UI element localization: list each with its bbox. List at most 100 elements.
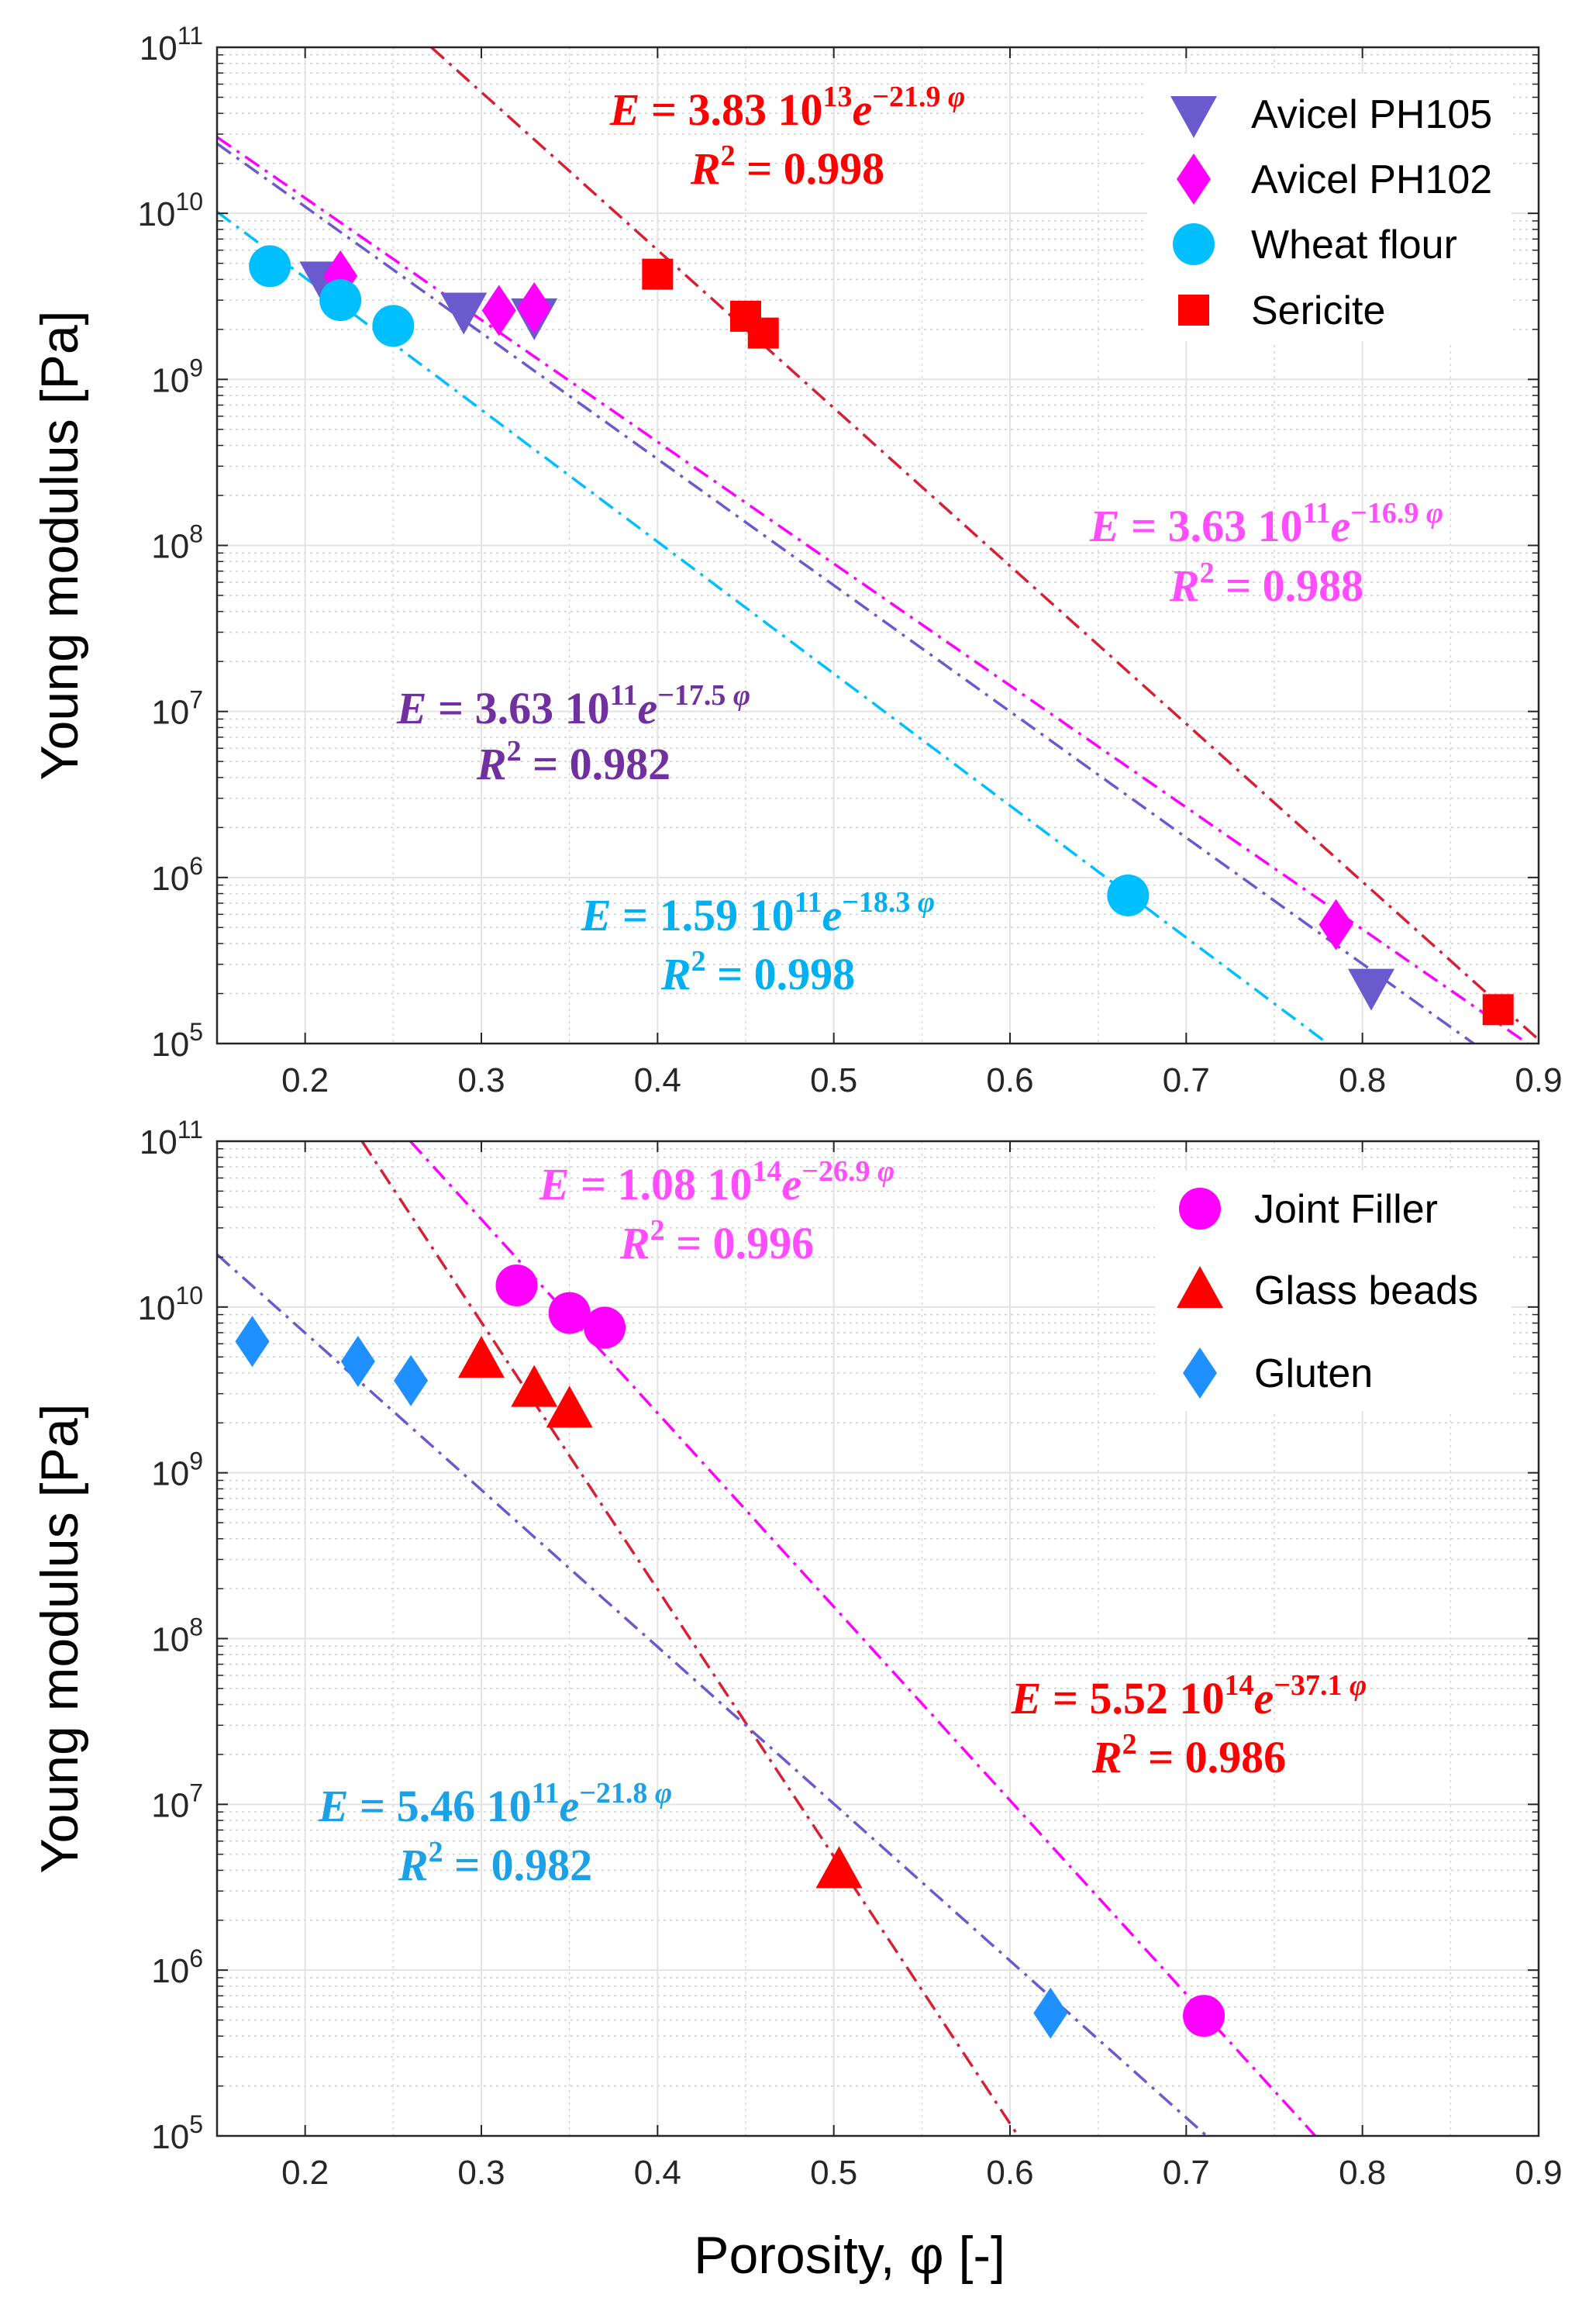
r2-value: 0.986	[1185, 1732, 1287, 1782]
eq-rate: −16.9	[1350, 497, 1418, 530]
data-point-sericite	[1482, 994, 1514, 1026]
data-point-glass-beads	[511, 1365, 558, 1407]
eq-e: e	[853, 85, 873, 135]
fit-equation: E = 5.52 1014e−37.1 φ	[1011, 1669, 1367, 1723]
r2-value: 0.988	[1263, 561, 1364, 611]
x-tick-label: 0.9	[1515, 1061, 1562, 1099]
eq-E: E	[539, 1159, 570, 1209]
fit-equation: E = 3.83 1013e−21.9 φ	[609, 81, 965, 135]
r2-R: R	[660, 949, 691, 999]
fit-line	[216, 136, 1529, 1045]
data-point-wheat-flour	[1107, 874, 1150, 916]
eq-power-exponent: 11	[1303, 497, 1331, 530]
r2-R: R	[476, 739, 507, 789]
eq-e: e	[782, 1159, 802, 1209]
eq-power-exponent: 14	[753, 1155, 782, 1188]
y-tick-label: 107	[151, 686, 203, 732]
eq-phi: φ	[1418, 497, 1443, 530]
r2-equals: =	[736, 143, 784, 194]
eq-rate: −21.8	[579, 1777, 647, 1810]
eq-coefficient: 1.08	[618, 1159, 708, 1209]
x-tick-label: 0.7	[1163, 2154, 1210, 2192]
x-tick-label: 0.7	[1163, 1061, 1210, 1099]
r2-equals: =	[443, 1840, 491, 1890]
y-tick-base: 10	[137, 1289, 175, 1327]
eq-phi: φ	[726, 679, 750, 712]
x-tick-label: 0.5	[810, 1061, 857, 1099]
chart-panel-2: 0.2 0.3 0.4 0.5 0.6 0.7 0.8 0.91051061071081091…	[30, 1116, 1563, 2285]
r2-value: 0.998	[784, 143, 885, 194]
y-tick-exponent: 5	[189, 1018, 203, 1046]
x-tick-label: 0.6	[986, 1061, 1033, 1099]
r2-equals: =	[1137, 1732, 1185, 1782]
y-tick-exponent: 8	[189, 1613, 203, 1641]
legend-label: Avicel PH105	[1251, 92, 1492, 137]
y-tick-label: 109	[151, 354, 203, 399]
y-tick-exponent: 6	[189, 852, 203, 880]
fit-r-squared: R2 = 0.998	[690, 140, 884, 194]
data-point-avicel-ph102	[481, 285, 516, 336]
legend-marker	[1170, 96, 1217, 138]
r2-equals: =	[1215, 561, 1263, 611]
y-tick-label: 108	[151, 1613, 203, 1659]
r2-sup: 2	[721, 140, 736, 172]
eq-power-base: 10	[487, 1781, 532, 1831]
data-point-gluten	[394, 1354, 429, 1406]
eq-phi: φ	[870, 1155, 895, 1188]
data-point-joint-filler	[548, 1292, 591, 1334]
data-point-gluten	[1033, 1987, 1068, 2039]
legend-marker	[1173, 223, 1215, 265]
legend-marker	[1179, 1188, 1221, 1230]
eq-phi: φ	[1342, 1669, 1367, 1702]
eq-coefficient: 1.59	[660, 890, 750, 940]
r2-sup: 2	[1200, 557, 1215, 589]
fit-r-squared: R2 = 0.982	[398, 1836, 592, 1890]
eq-phi: φ	[647, 1777, 672, 1810]
y-tick-base: 10	[151, 1026, 189, 1064]
r2-R: R	[1169, 561, 1200, 611]
r2-sup: 2	[429, 1836, 443, 1868]
fit-line	[215, 1253, 1208, 2137]
y-tick-base: 10	[151, 528, 189, 566]
y-tick-exponent: 10	[175, 188, 203, 216]
data-point-avicel-ph105	[440, 292, 488, 335]
eq-power-base: 10	[1258, 501, 1303, 551]
y-tick-exponent: 11	[178, 1116, 203, 1144]
r2-value: 0.982	[491, 1840, 593, 1890]
r2-R: R	[1091, 1732, 1122, 1782]
eq-power-base: 10	[1180, 1673, 1225, 1723]
data-point-joint-filler	[584, 1306, 626, 1349]
eq-power-base: 10	[778, 85, 823, 135]
r2-sup: 2	[507, 735, 522, 768]
eq-coefficient: 3.63	[1168, 501, 1258, 551]
x-tick-label: 0.3	[457, 2154, 505, 2192]
fit-r-squared: R2 = 0.986	[1091, 1728, 1286, 1782]
y-tick-exponent: 7	[189, 686, 203, 714]
eq-e: e	[1254, 1673, 1274, 1723]
y-axis-label: Young modulus [Pa]	[30, 1403, 89, 1873]
data-point-sericite	[642, 258, 674, 290]
y-tick-exponent: 7	[189, 1779, 203, 1806]
chart-panel-1: 0.2 0.3 0.4 0.5 0.6 0.7 0.8 0.91051061071081091…	[30, 22, 1563, 1099]
legend-label: Sericite	[1251, 288, 1385, 333]
r2-R: R	[619, 1218, 650, 1268]
fit-line	[409, 1140, 1317, 2137]
fit-equation: E = 3.63 1011e−17.5 φ	[396, 679, 750, 733]
fit-r-squared: R2 = 0.982	[476, 735, 670, 789]
y-tick-base: 10	[140, 1123, 178, 1161]
fit-r-squared: R2 = 0.998	[660, 945, 855, 999]
r2-value: 0.998	[754, 949, 856, 999]
y-tick-label: 107	[151, 1779, 203, 1824]
y-tick-base: 10	[151, 2118, 189, 2156]
legend-marker	[1177, 1266, 1223, 1308]
eq-E: E	[1011, 1673, 1042, 1723]
eq-e: e	[822, 890, 843, 940]
eq-power-base: 10	[750, 890, 795, 940]
data-markers	[235, 1264, 1225, 2039]
data-point-wheat-flour	[319, 279, 362, 322]
data-point-joint-filler	[1183, 1995, 1225, 2037]
x-tick-label: 0.2	[281, 2154, 329, 2192]
data-point-gluten	[340, 1335, 375, 1387]
eq-rate: −26.9	[801, 1155, 870, 1188]
fit-equation: E = 1.59 1011e−18.3 φ	[581, 886, 935, 940]
